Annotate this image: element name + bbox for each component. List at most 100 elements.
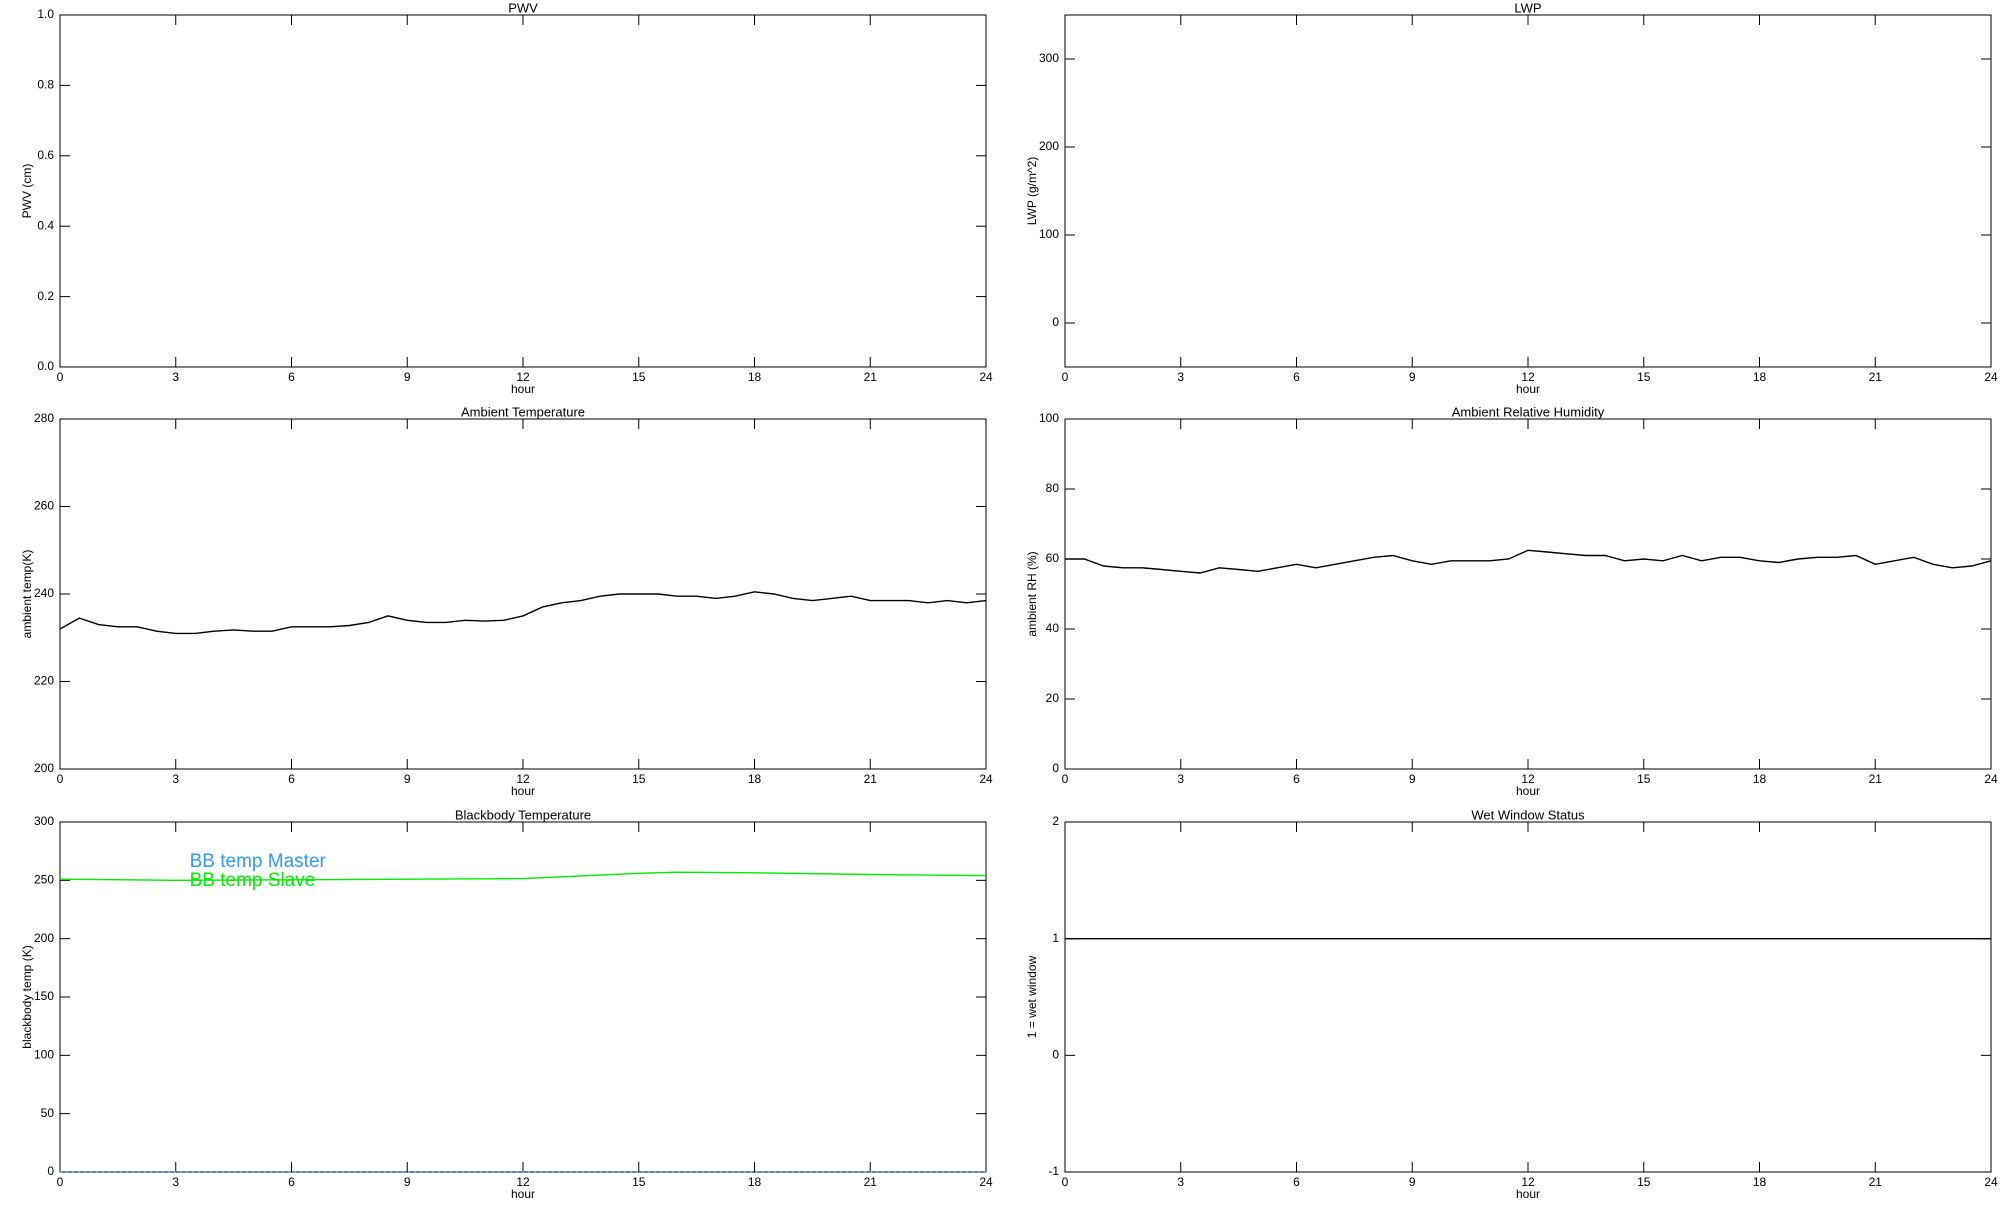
y-tick-label: 50: [41, 1106, 55, 1120]
series-line: [1065, 549, 1992, 574]
y-tick-label: 0.0: [37, 359, 54, 373]
x-tick-label: 9: [1409, 772, 1416, 786]
x-tick-label: 18: [1753, 370, 1767, 384]
x-tick-label: 3: [1177, 370, 1184, 384]
y-tick-label: 300: [34, 814, 54, 828]
x-tick-label: 3: [172, 1175, 179, 1189]
x-tick-label: 0: [1062, 772, 1069, 786]
x-axis-label: hour: [511, 784, 535, 798]
x-axis-label: hour: [511, 1187, 535, 1200]
x-tick-label: 0: [57, 1175, 64, 1189]
x-tick-label: 9: [1409, 1175, 1416, 1189]
y-tick-label: 1.0: [37, 7, 54, 21]
y-tick-label: 0.4: [37, 218, 54, 232]
y-tick-label: 100: [34, 1048, 54, 1062]
x-tick-label: 6: [288, 1175, 295, 1189]
chart-title: Wet Window Status: [1471, 807, 1585, 822]
chart-title: PWV: [508, 0, 538, 15]
chart-title: Blackbody Temperature: [455, 807, 591, 822]
y-axis-label: PWV (cm): [20, 164, 34, 219]
x-tick-label: 6: [288, 370, 295, 384]
x-tick-label: 9: [404, 772, 411, 786]
x-tick-label: 21: [1869, 1175, 1883, 1189]
x-tick-label: 24: [1984, 1175, 1998, 1189]
y-axis-label: 1 = wet window: [1025, 955, 1039, 1038]
x-tick-label: 24: [979, 1175, 993, 1189]
plot-frame: [1064, 14, 1992, 368]
legend-entry: BB temp Slave: [190, 870, 316, 891]
x-axis-label: hour: [1516, 382, 1540, 396]
y-tick-label: 260: [34, 499, 54, 513]
x-tick-label: 18: [748, 772, 762, 786]
x-tick-label: 21: [1869, 772, 1883, 786]
y-tick-label: 0.6: [37, 148, 54, 162]
x-tick-label: 6: [288, 772, 295, 786]
y-tick-label: 0: [1052, 761, 1059, 775]
x-tick-label: 6: [1293, 1175, 1300, 1189]
x-tick-label: 12: [516, 370, 530, 384]
y-tick-label: 40: [1046, 621, 1060, 635]
plot-frame: [59, 14, 987, 368]
x-tick-label: 15: [632, 1175, 646, 1189]
x-tick-label: 24: [979, 370, 993, 384]
x-tick-label: 9: [1409, 370, 1416, 384]
y-tick-label: 220: [34, 674, 54, 688]
chart-title: LWP: [1514, 0, 1541, 15]
y-tick-label: 80: [1046, 481, 1060, 495]
y-tick-label: 300: [1039, 51, 1059, 65]
y-tick-label: 60: [1046, 551, 1060, 565]
x-tick-label: 15: [632, 370, 646, 384]
x-tick-label: 18: [1753, 1175, 1767, 1189]
x-tick-label: 6: [1293, 370, 1300, 384]
y-tick-label: 1: [1052, 931, 1059, 945]
y-axis-label: blackbody temp (K): [20, 945, 34, 1048]
x-tick-label: 0: [57, 370, 64, 384]
y-tick-label: 0: [47, 1164, 54, 1178]
x-tick-label: 12: [516, 772, 530, 786]
plot-frame: [59, 418, 987, 770]
plot-frame: [1064, 418, 1992, 770]
y-tick-label: 0.2: [37, 289, 54, 303]
x-tick-label: 0: [1062, 1175, 1069, 1189]
y-tick-label: 150: [34, 989, 54, 1003]
x-tick-label: 15: [632, 772, 646, 786]
chart-title: Ambient Temperature: [461, 404, 585, 419]
x-tick-label: 9: [404, 370, 411, 384]
x-tick-label: 18: [748, 1175, 762, 1189]
x-axis-label: hour: [511, 382, 535, 396]
x-tick-label: 24: [1984, 772, 1998, 786]
y-tick-label: 250: [34, 873, 54, 887]
y-axis-label: LWP (g/m^2): [1025, 157, 1039, 226]
x-axis-label: hour: [1516, 1187, 1540, 1200]
x-tick-label: 12: [1521, 772, 1535, 786]
y-tick-label: 2: [1052, 814, 1059, 828]
y-tick-label: 0: [1052, 315, 1059, 329]
x-tick-label: 15: [1637, 370, 1651, 384]
y-tick-label: 200: [1039, 139, 1059, 153]
plot-frame: [1064, 821, 1992, 1173]
series-line: [59, 591, 987, 635]
y-tick-label: 100: [1039, 227, 1059, 241]
x-tick-label: 12: [516, 1175, 530, 1189]
x-tick-label: 18: [748, 370, 762, 384]
x-tick-label: 12: [1521, 370, 1535, 384]
x-tick-label: 21: [864, 370, 878, 384]
x-tick-label: 21: [864, 772, 878, 786]
x-tick-label: 15: [1637, 772, 1651, 786]
x-tick-label: 3: [1177, 1175, 1184, 1189]
y-tick-label: 20: [1046, 691, 1060, 705]
x-tick-label: 15: [1637, 1175, 1651, 1189]
x-tick-label: 0: [57, 772, 64, 786]
legend-entry: BB temp Master: [190, 851, 327, 872]
x-tick-label: 21: [864, 1175, 878, 1189]
y-axis-label: ambient temp(K): [20, 550, 34, 639]
x-tick-label: 9: [404, 1175, 411, 1189]
x-tick-label: 18: [1753, 772, 1767, 786]
series-line: [59, 871, 987, 882]
y-tick-label: 0: [1052, 1048, 1059, 1062]
x-tick-label: 3: [1177, 772, 1184, 786]
x-tick-label: 3: [172, 370, 179, 384]
y-tick-label: 200: [34, 931, 54, 945]
x-tick-label: 12: [1521, 1175, 1535, 1189]
